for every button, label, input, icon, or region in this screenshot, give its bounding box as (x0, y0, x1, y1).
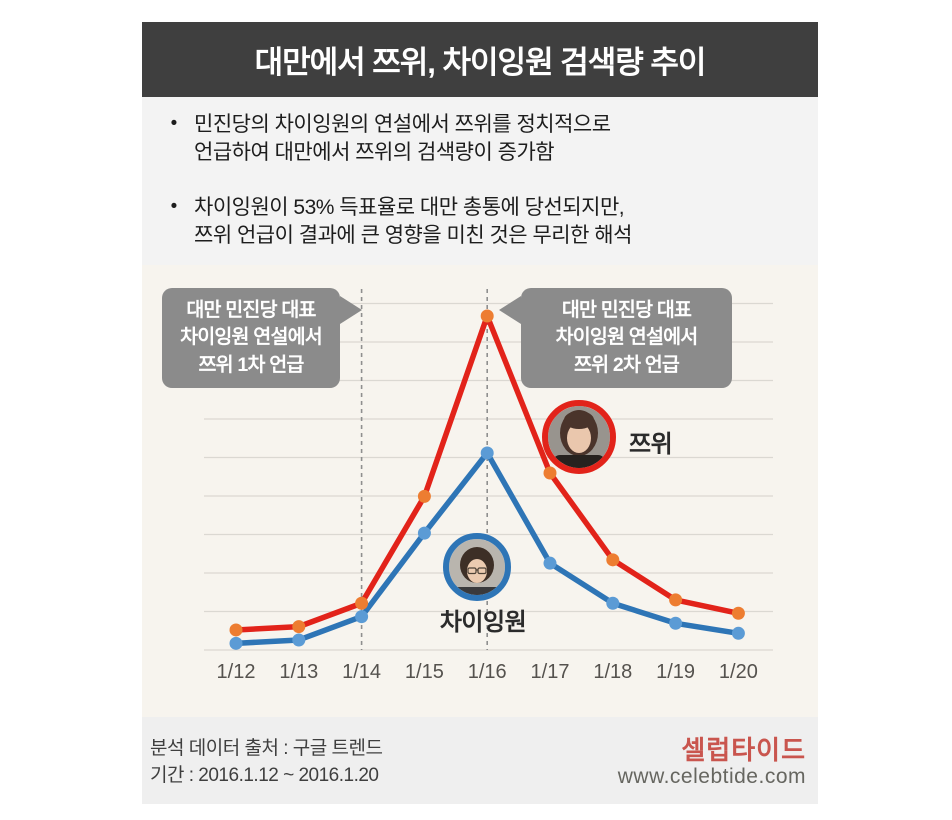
x-axis-label: 1/19 (656, 661, 695, 683)
data-point-marker (480, 309, 494, 323)
data-point-marker (543, 556, 557, 570)
x-axis-label: 1/17 (531, 661, 570, 683)
bullet-text: 차이잉원이 53% 득표율로 대만 총통에 당선되지만, 쯔위 언급이 결과에 … (194, 196, 632, 248)
data-point-marker (731, 626, 745, 640)
tzuyu-photo (542, 400, 616, 474)
data-point-marker (292, 633, 306, 647)
data-point-marker (731, 606, 745, 620)
data-point-marker (669, 616, 683, 630)
website-url: www.celebtide.com (617, 764, 806, 788)
page-title: 대만에서 쯔위, 차이잉원 검색량 추이 (254, 45, 707, 80)
data-point-marker (669, 593, 683, 607)
bullet-marker: • (170, 113, 178, 134)
data-point-marker (229, 623, 243, 637)
bullet-text: 민진당의 차이잉원의 연설에서 쯔위를 정치적으로 언급하여 대만에서 쯔위의 … (194, 113, 611, 164)
title-bar: 대만에서 쯔위, 차이잉원 검색량 추이 (142, 22, 818, 97)
chart-section: 1/12 1/13 1/14 1/15 1/16 1/17 1/18 1/19 1/20 대만 … (142, 265, 818, 717)
x-axis-label: 1/15 (405, 661, 444, 683)
bullet-item: • 차이잉원이 53% 득표율로 대만 총통에 당선되지만, 쯔위 언급이 결과… (154, 194, 798, 249)
summary-section: • 민진당의 차이잉원의 연설에서 쯔위를 정치적으로 언급하여 대만에서 쯔위… (142, 97, 818, 265)
x-axis-label: 1/18 (593, 661, 632, 683)
annotation-callout-second-mention: 대만 민진당 대표 차이잉원 연설에서 쯔위 2차 언급 (499, 288, 732, 388)
trend-line-chart: 1/12 1/13 1/14 1/15 1/16 1/17 1/18 1/19 1/20 (204, 289, 773, 683)
data-point-marker (606, 596, 620, 610)
x-axis-label: 1/13 (279, 661, 318, 683)
data-point-marker (606, 553, 620, 567)
period-text: 기간 : 2016.1.12 ~ 2016.1.20 (150, 764, 379, 786)
brand-logo: 셀럽타이드 (681, 735, 806, 766)
data-point-marker (229, 636, 243, 650)
x-axis-label: 1/16 (468, 661, 507, 683)
data-point-marker (417, 526, 431, 540)
x-axis-label: 1/14 (342, 661, 381, 683)
data-source-text: 분석 데이터 출처 : 구글 트렌드 (150, 737, 383, 759)
x-axis-label: 1/20 (719, 661, 758, 683)
series-label-tzuyu: 쯔위 (629, 431, 673, 458)
footer: 분석 데이터 출처 : 구글 트렌드 기간 : 2016.1.12 ~ 2016… (142, 717, 818, 804)
tsai-photo (443, 533, 511, 601)
footer-brand-block: 셀럽타이드 www.celebtide.com (618, 736, 806, 789)
data-point-marker (355, 610, 369, 624)
footer-source-block: 분석 데이터 출처 : 구글 트렌드 기간 : 2016.1.12 ~ 2016… (150, 736, 383, 790)
data-point-marker (480, 446, 494, 460)
annotation-callout-first-mention: 대만 민진당 대표 차이잉원 연설에서 쯔위 1차 언급 (162, 288, 362, 388)
bullet-item: • 민진당의 차이잉원의 연설에서 쯔위를 정치적으로 언급하여 대만에서 쯔위… (154, 111, 798, 166)
infographic-card: 대만에서 쯔위, 차이잉원 검색량 추이 • 민진당의 차이잉원의 연설에서 쯔… (142, 22, 818, 804)
x-axis-label: 1/12 (217, 661, 256, 683)
data-point-marker (292, 620, 306, 634)
data-point-marker (543, 466, 557, 480)
bullet-marker: • (170, 196, 178, 218)
data-point-marker (417, 489, 431, 503)
series-label-tsai: 차이잉원 (439, 609, 527, 636)
data-point-marker (355, 596, 369, 610)
